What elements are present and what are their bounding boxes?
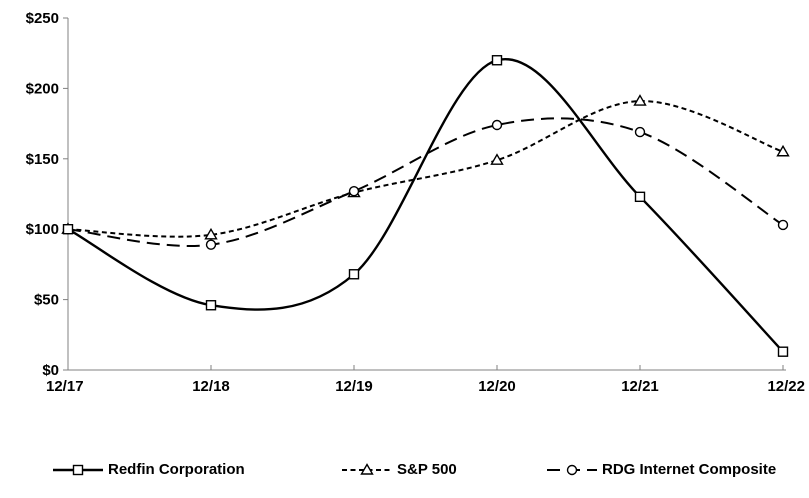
square-marker-icon	[777, 346, 789, 357]
legend-label: RDG Internet Composite	[602, 461, 777, 478]
y-tick-label: $150	[26, 151, 59, 168]
circle-marker-icon	[348, 185, 360, 197]
x-tick-label: 12/17	[46, 378, 84, 395]
triangle-marker-icon	[633, 94, 647, 106]
long-dash-line-circle-marker-icon	[547, 464, 597, 475]
y-tick-label: $250	[26, 10, 59, 27]
plot-area: $0 $50 $100 $150 $200 $250 12/17 12/18 12/19 12/2…	[26, 10, 805, 395]
x-tick-label: 12/18	[192, 378, 230, 395]
y-tick-label: $50	[34, 292, 59, 309]
axes: $0 $50 $100 $150 $200 $250 12/17 12/18 12/19 12/2…	[26, 10, 805, 395]
circle-marker-icon	[205, 239, 217, 250]
x-tick-label: 12/22	[767, 378, 805, 395]
legend-item-redfin-corporation: Redfin Corporation	[53, 461, 245, 478]
y-tick-label: $100	[26, 221, 59, 238]
series-line-s-p-500	[67, 100, 784, 238]
square-marker-icon	[634, 191, 646, 203]
legend-label: Redfin Corporation	[108, 461, 245, 478]
x-tick-label: 12/20	[478, 378, 516, 395]
triangle-marker-icon	[776, 144, 790, 157]
series-markers-rdg-internet-composite	[62, 119, 789, 250]
x-tick-label: 12/19	[335, 378, 373, 395]
square-marker-icon	[491, 55, 503, 66]
square-marker-icon	[72, 464, 84, 475]
circle-marker-icon	[566, 464, 578, 475]
series-markers-s-p-500	[61, 94, 790, 240]
triangle-marker-icon	[204, 227, 218, 240]
circle-marker-icon	[777, 219, 789, 231]
legend-item-sp500: S&P 500	[342, 461, 457, 478]
triangle-marker-icon	[360, 462, 374, 475]
legend: Redfin Corporation S&P 500 RDG Internet …	[0, 461, 809, 483]
triangle-marker-icon	[490, 153, 504, 165]
circle-marker-icon	[634, 126, 646, 138]
series-line-redfin-corporation	[67, 57, 784, 353]
square-marker-icon	[348, 269, 360, 280]
legend-item-rdg-internet-composite: RDG Internet Composite	[547, 461, 776, 478]
x-tick-label: 12/21	[621, 378, 659, 395]
y-tick-label: $0	[42, 362, 59, 379]
dashed-line-triangle-marker-icon	[342, 462, 392, 475]
circle-marker-icon	[491, 119, 503, 131]
legend-label: S&P 500	[397, 461, 457, 478]
solid-line-square-marker-icon	[53, 464, 103, 475]
square-marker-icon	[62, 223, 74, 235]
series-markers-redfin-corporation	[62, 55, 789, 357]
square-marker-icon	[205, 300, 217, 311]
series-line-rdg-internet-composite	[67, 117, 784, 247]
y-tick-label: $200	[26, 80, 59, 97]
